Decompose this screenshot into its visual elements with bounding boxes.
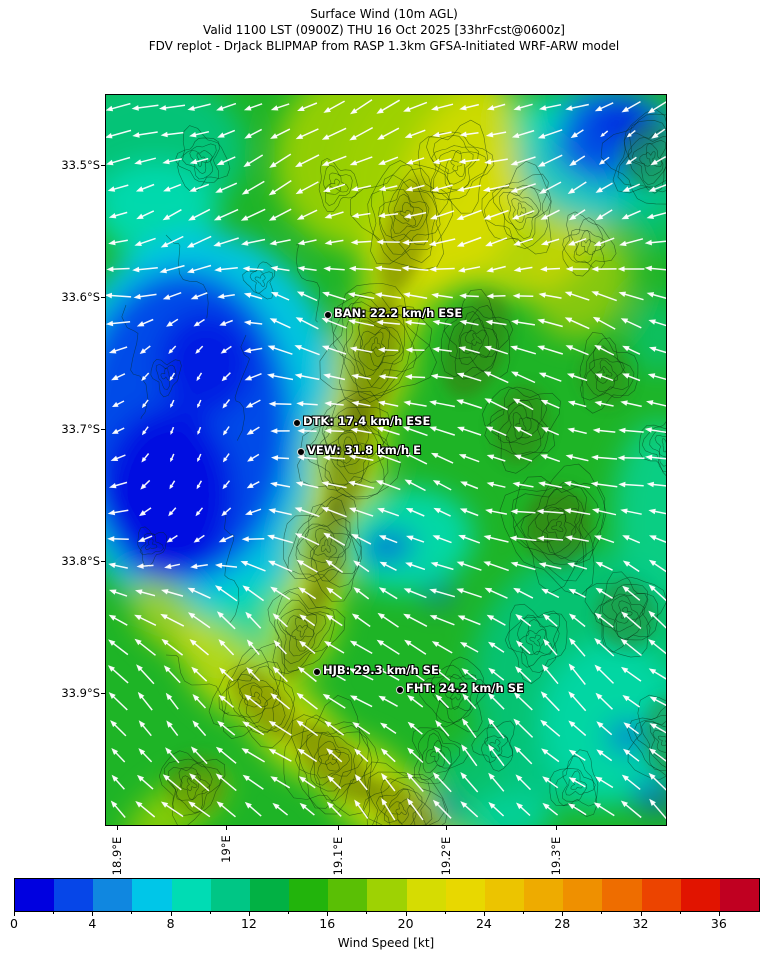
longitude-tick-mark [117, 826, 118, 830]
colorbar-segment [524, 879, 564, 911]
station-wind-label: VEW: 31.8 km/h E [307, 443, 421, 457]
latitude-tick-label: 33.7°S [61, 422, 100, 436]
colorbar-segment [602, 879, 642, 911]
station-wind-label: FHT: 24.2 km/h SE [406, 681, 524, 695]
figure-title: Surface Wind (10m AGL) [310, 7, 458, 21]
station-wind-label: BAN: 22.2 km/h ESE [334, 306, 463, 320]
colorbar-segment [406, 879, 446, 911]
colorbar-tick-label: 28 [554, 916, 571, 931]
colorbar-tick-mark [14, 911, 15, 916]
colorbar-tick-mark [366, 911, 368, 914]
latitude-tick-mark [101, 429, 105, 430]
wind-field-map [106, 95, 666, 825]
colorbar-tick-mark [640, 911, 642, 916]
colorbar-tick-label: 4 [88, 916, 97, 931]
colorbar-segment [249, 879, 290, 911]
colorbar-segment [93, 879, 133, 911]
colorbar-tick-mark [209, 911, 211, 914]
colorbar-tick-label: 8 [166, 916, 175, 931]
longitude-tick-label: 18.9°E [110, 836, 124, 875]
figure-title-block: Surface Wind (10m AGL) Valid 1100 LST (0… [0, 6, 768, 54]
station-layer: BAN: 22.2 km/h ESE DTK: 17.4 km/h ESE VEW:… [106, 95, 666, 825]
longitude-tick-label: 19.2°E [439, 836, 453, 875]
colorbar-segment [367, 879, 407, 911]
latitude-tick-label: 33.9°S [61, 686, 100, 700]
colorbar-tick-mark [131, 911, 133, 914]
colorbar-tick-mark [170, 911, 172, 916]
colorbar-tick-mark [679, 911, 681, 914]
colorbar-segment [54, 879, 94, 911]
colorbar-tick-mark [483, 911, 485, 916]
station-marker [324, 311, 332, 319]
colorbar-tick-label: 12 [240, 916, 257, 931]
latitude-tick-label: 33.5°S [61, 158, 100, 172]
colorbar-tick-mark [718, 911, 720, 916]
map-plot-area: BAN: 22.2 km/h ESE DTK: 17.4 km/h ESE VEW:… [105, 94, 667, 826]
latitude-tick-mark [101, 165, 105, 166]
colorbar-segment [563, 879, 603, 911]
wind-arrows-layer [106, 99, 666, 821]
longitude-tick-mark [338, 826, 339, 830]
colorbar-tick-label: 36 [710, 916, 727, 931]
colorbar-gradient [14, 878, 760, 912]
colorbar-segment [719, 879, 759, 911]
colorbar-tick-label: 20 [397, 916, 414, 931]
colorbar-tick-label: 0 [10, 916, 18, 931]
station-wind-label: DTK: 17.4 km/h ESE [303, 414, 431, 428]
colorbar-tick-mark [92, 911, 94, 916]
colorbar-title: Wind Speed [kt] [337, 936, 435, 950]
colorbar-tick-mark [288, 911, 290, 914]
colorbar-tick-mark [405, 911, 407, 916]
longitude-tick-mark [556, 826, 557, 830]
colorbar-segment [641, 879, 681, 911]
latitude-tick-mark [101, 561, 105, 562]
colorbar-tick-label: 16 [319, 916, 336, 931]
station-marker [313, 668, 321, 676]
colorbar-tick-mark [53, 911, 55, 914]
station-marker [396, 686, 404, 694]
colorbar-tick-mark [601, 911, 603, 914]
station-wind-label: HJB: 29.3 km/h SE [323, 663, 439, 677]
colorbar-segment [171, 879, 211, 911]
figure-model-info: FDV replot - DrJack BLIPMAP from RASP 1.… [148, 39, 620, 53]
colorbar-segment [210, 879, 250, 911]
latitude-tick-mark [101, 297, 105, 298]
latitude-tick-mark [101, 693, 105, 694]
colorbar-tick-label: 24 [475, 916, 492, 931]
station-marker [297, 448, 305, 456]
colorbar-segment [680, 879, 720, 911]
colorbar-segment [132, 879, 172, 911]
colorbar-tick-mark [523, 911, 525, 914]
longitude-tick-label: 19.3°E [549, 836, 563, 875]
colorbar-tick-mark [248, 911, 250, 916]
longitude-tick-mark [446, 826, 447, 830]
colorbar-tick-mark [444, 911, 446, 914]
figure-valid-time: Valid 1100 LST (0900Z) THU 16 Oct 2025 [… [203, 23, 565, 37]
terrain-contour-layer [121, 109, 666, 825]
colorbar-segment [445, 879, 485, 911]
colorbar-tick-mark [562, 911, 564, 916]
colorbar-tick-label: 32 [632, 916, 649, 931]
latitude-tick-label: 33.8°S [61, 554, 100, 568]
colorbar-segment [15, 879, 55, 911]
longitude-tick-mark [226, 826, 227, 830]
colorbar-segment [484, 879, 525, 911]
longitude-tick-label: 19°E [219, 835, 233, 863]
colorbar-segment [289, 879, 329, 911]
longitude-tick-label: 19.1°E [331, 836, 345, 875]
colorbar-tick-mark [327, 911, 329, 916]
colorbar-segment [328, 879, 368, 911]
station-marker [293, 419, 301, 427]
latitude-tick-label: 33.6°S [61, 290, 100, 304]
